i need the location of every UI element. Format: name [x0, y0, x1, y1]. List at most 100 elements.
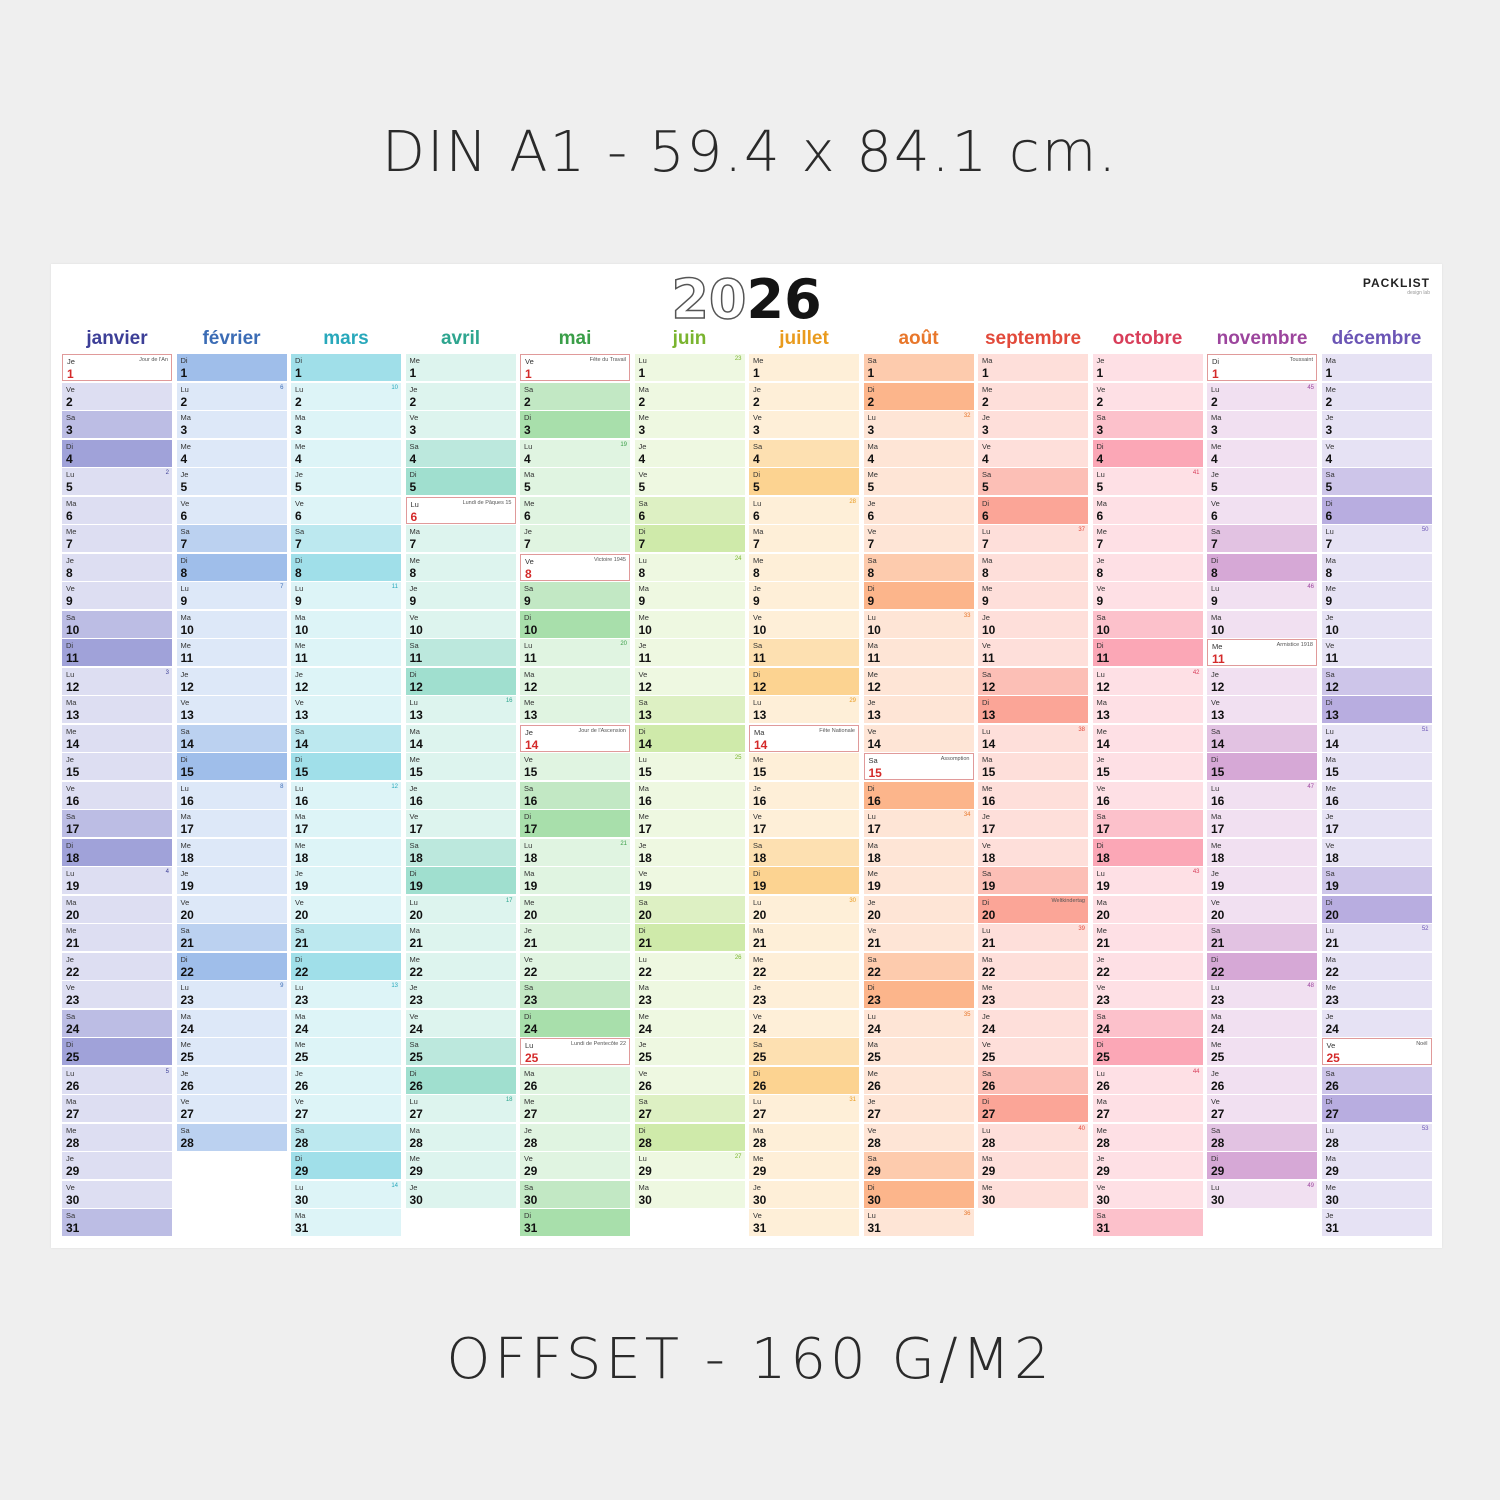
day-cell[interactable]: Di 6 — [978, 496, 1088, 524]
day-cell[interactable]: Sa 15 Assomption — [863, 753, 974, 780]
day-cell[interactable]: Je 7 — [520, 525, 630, 552]
day-cell[interactable]: Ve 31 — [749, 1209, 859, 1236]
day-cell[interactable]: Me 25 — [176, 1038, 287, 1065]
day-cell[interactable]: Ma 1 — [1321, 354, 1432, 381]
day-cell[interactable]: Sa 23 — [520, 981, 630, 1008]
day-cell[interactable]: Lu 27 18 — [405, 1095, 516, 1122]
day-cell[interactable]: Ma 17 — [1207, 810, 1317, 837]
day-cell[interactable]: Di 8 — [1207, 553, 1317, 581]
day-cell[interactable]: Lu 26 44 — [1092, 1066, 1203, 1094]
day-cell[interactable]: Di 22 — [291, 952, 401, 980]
day-cell[interactable]: Sa 31 — [62, 1209, 172, 1236]
day-cell[interactable]: Ma 8 — [1321, 553, 1432, 581]
day-cell[interactable]: Je 13 — [863, 696, 974, 723]
day-cell[interactable]: Me 11 — [291, 639, 401, 666]
day-cell[interactable]: Di 12 — [749, 667, 859, 695]
day-cell[interactable]: Je 31 — [1321, 1209, 1432, 1236]
day-cell[interactable]: Di 27 — [978, 1095, 1088, 1122]
day-cell[interactable]: Sa 6 — [634, 496, 745, 524]
day-cell[interactable]: Ve 30 — [1092, 1180, 1203, 1208]
day-cell[interactable]: Ve 19 — [634, 867, 745, 894]
day-cell[interactable]: Lu 22 26 — [634, 952, 745, 980]
day-cell[interactable]: Ma 10 — [176, 610, 287, 638]
day-cell[interactable]: Ve 11 — [978, 639, 1088, 666]
day-cell[interactable]: Di 8 — [291, 553, 401, 581]
day-cell[interactable]: Je 18 — [634, 838, 745, 866]
day-cell[interactable]: Je 26 — [1207, 1066, 1317, 1094]
day-cell[interactable]: Ma 20 — [1092, 895, 1203, 923]
day-cell[interactable]: Ve 8 Victoire 1945 — [520, 553, 630, 581]
day-cell[interactable]: Sa 14 — [1207, 724, 1317, 752]
day-cell[interactable]: Ma 29 — [978, 1152, 1088, 1179]
day-cell[interactable]: Ve 28 — [863, 1123, 974, 1151]
day-cell[interactable]: Me 15 — [749, 753, 859, 780]
day-cell[interactable]: Ve 27 — [291, 1095, 401, 1122]
day-cell[interactable]: Me 4 — [176, 439, 287, 467]
day-cell[interactable]: Ma 15 — [1321, 753, 1432, 780]
day-cell[interactable]: Lu 6 28 — [749, 496, 859, 524]
day-cell[interactable]: Lu 29 27 — [634, 1152, 745, 1179]
day-cell[interactable]: Me 18 — [1207, 838, 1317, 866]
day-cell[interactable]: Me 7 — [62, 525, 172, 552]
day-cell[interactable]: Ma 28 — [405, 1123, 516, 1151]
day-cell[interactable]: Di 11 — [1092, 639, 1203, 666]
day-cell[interactable]: Ma 15 — [978, 753, 1088, 780]
day-cell[interactable]: Lu 14 38 — [978, 724, 1088, 752]
day-cell[interactable]: Sa 7 — [291, 525, 401, 552]
day-cell[interactable]: Ve 27 — [1207, 1095, 1317, 1122]
day-cell[interactable]: Ve 20 — [291, 895, 401, 923]
day-cell[interactable]: Ma 6 — [62, 496, 172, 524]
day-cell[interactable]: Me 2 — [978, 382, 1088, 410]
day-cell[interactable]: Je 9 — [749, 582, 859, 609]
day-cell[interactable]: Me 23 — [1321, 981, 1432, 1008]
day-cell[interactable]: Sa 28 — [291, 1123, 401, 1151]
day-cell[interactable]: Je 24 — [978, 1009, 1088, 1037]
day-cell[interactable]: Sa 28 — [1207, 1123, 1317, 1151]
day-cell[interactable]: Sa 18 — [749, 838, 859, 866]
day-cell[interactable]: Je 11 — [634, 639, 745, 666]
day-cell[interactable]: Me 7 — [1092, 525, 1203, 552]
day-cell[interactable]: Ma 10 — [291, 610, 401, 638]
day-cell[interactable]: Me 28 — [1092, 1123, 1203, 1151]
day-cell[interactable]: Ve 6 — [1207, 496, 1317, 524]
day-cell[interactable]: Ve 6 — [176, 496, 287, 524]
day-cell[interactable]: Ve 29 — [520, 1152, 630, 1179]
day-cell[interactable]: Ma 13 — [62, 696, 172, 723]
day-cell[interactable]: Je 23 — [749, 981, 859, 1008]
day-cell[interactable]: Di 19 — [405, 867, 516, 894]
day-cell[interactable]: Je 16 — [405, 781, 516, 809]
day-cell[interactable]: Ma 23 — [634, 981, 745, 1008]
day-cell[interactable]: Me 24 — [634, 1009, 745, 1037]
day-cell[interactable]: Je 4 — [634, 439, 745, 467]
day-cell[interactable]: Di 20 Weltkindertag — [978, 895, 1088, 923]
day-cell[interactable]: Lu 2 10 — [291, 382, 401, 410]
day-cell[interactable]: Lu 28 53 — [1321, 1123, 1432, 1151]
day-cell[interactable]: Je 1 Jour de l'An — [62, 354, 172, 381]
day-cell[interactable]: Lu 5 2 — [62, 468, 172, 495]
day-cell[interactable]: Di 13 — [1321, 696, 1432, 723]
day-cell[interactable]: Ve 20 — [1207, 895, 1317, 923]
day-cell[interactable]: Ma 31 — [291, 1209, 401, 1236]
day-cell[interactable]: Sa 4 — [405, 439, 516, 467]
day-cell[interactable]: Di 25 — [1092, 1038, 1203, 1065]
day-cell[interactable]: Di 7 — [634, 525, 745, 552]
day-cell[interactable]: Me 29 — [749, 1152, 859, 1179]
day-cell[interactable]: Je 19 — [176, 867, 287, 894]
day-cell[interactable]: Ma 30 — [634, 1180, 745, 1208]
day-cell[interactable]: Je 17 — [978, 810, 1088, 837]
day-cell[interactable]: Ma 28 — [749, 1123, 859, 1151]
day-cell[interactable]: Lu 8 24 — [634, 553, 745, 581]
day-cell[interactable]: Me 15 — [405, 753, 516, 780]
day-cell[interactable]: Sa 27 — [634, 1095, 745, 1122]
day-cell[interactable]: Me 13 — [520, 696, 630, 723]
day-cell[interactable]: Ve 10 — [749, 610, 859, 638]
day-cell[interactable]: Je 12 — [1207, 667, 1317, 695]
day-cell[interactable]: Me 21 — [62, 924, 172, 951]
day-cell[interactable]: Sa 2 — [520, 382, 630, 410]
day-cell[interactable]: Sa 1 — [863, 354, 974, 381]
day-cell[interactable]: Sa 26 — [1321, 1066, 1432, 1094]
day-cell[interactable]: Je 26 — [291, 1066, 401, 1094]
day-cell[interactable]: Ma 6 — [1092, 496, 1203, 524]
